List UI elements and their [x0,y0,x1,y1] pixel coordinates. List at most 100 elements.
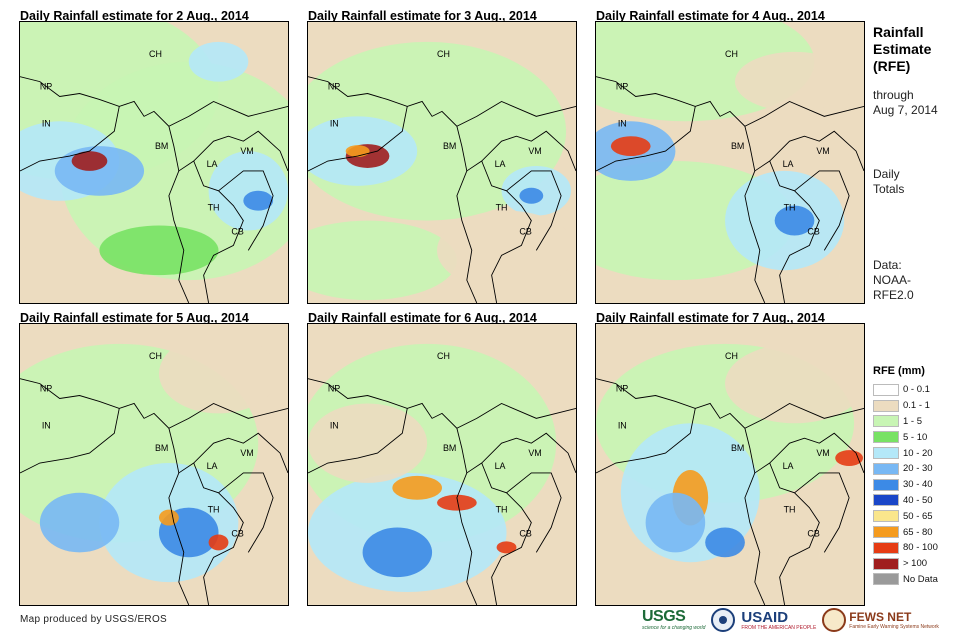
legend-label: 65 - 80 [903,526,933,538]
legend-item: 1 - 5 [873,414,938,430]
country-label-cb: CB [519,226,531,236]
legend-label: 1 - 5 [903,415,923,427]
rainfall-area [437,494,477,511]
fews-logo-text: FEWS NET [849,609,912,624]
legend-swatch [873,510,899,523]
rainfall-area [392,475,442,500]
rainfall-area [243,190,274,211]
rainfall-area [496,541,517,554]
country-label-th: TH [784,203,796,213]
legend-label: 80 - 100 [903,542,938,554]
country-border [178,130,288,172]
rainfall-area [158,509,179,526]
rainfall-area [208,151,288,231]
country-border [596,76,766,303]
panel-title-5: Daily Rainfall estimate for 6 Aug., 2014 [308,311,537,325]
legend-item: 50 - 65 [873,508,938,524]
legend-item: 20 - 30 [873,461,938,477]
country-label-la: LA [495,159,506,169]
legend-label: No Data [903,573,938,585]
country-label-bm: BM [443,141,456,151]
rainfall-area [437,210,576,291]
rainfall-area [308,220,457,300]
country-label-in: IN [330,118,339,128]
sidebar-title-line: Estimate [873,41,932,57]
sidebar-text-line: Totals [873,182,905,196]
country-label-bm: BM [155,141,168,151]
country-border [744,100,864,127]
country-label-vm: VM [816,146,829,156]
legend-swatch [873,399,899,412]
rainfall-map-panel: CH NP IN BM LA VM TH CB [19,21,289,304]
rainfall-area [188,41,249,82]
rainfall-map: CH NP IN BM LA VM TH CB [20,324,288,605]
sidebar-text-line: Data: [873,258,902,272]
country-border [308,408,408,474]
legend-title: RFE (mm) [873,365,925,377]
country-border [193,462,244,605]
rainfall-area [71,151,108,171]
country-label-la: LA [783,159,794,169]
country-label-th: TH [496,505,508,515]
rainfall-map: CH NP IN BM LA VM TH CB [308,324,576,605]
country-label-np: NP [616,82,628,92]
country-label-bm: BM [731,443,744,453]
sidebar-text-line: Daily [873,167,900,181]
legend-item: 0.1 - 1 [873,398,938,414]
legend-label: 20 - 30 [903,463,933,475]
legend-swatch [873,541,899,554]
rainfall-map-panel: CH NP IN BM LA VM TH CB [307,323,577,606]
rainfall-area [725,343,864,424]
rainfall-area [610,136,651,157]
country-label-cb: CB [231,528,243,538]
country-border [218,170,274,251]
legend-item: 30 - 40 [873,477,938,493]
country-border [466,432,576,474]
legend-label: 30 - 40 [903,479,933,491]
country-label-in: IN [42,420,51,430]
country-border [456,100,576,127]
panel-title-3: Daily Rainfall estimate for 4 Aug., 2014 [596,9,825,23]
legend-swatch [873,526,899,539]
rainfall-area [835,450,864,466]
usaid-logo: USAID FROM THE AMERICAN PEOPLE [741,610,816,631]
country-border [218,472,274,553]
usgs-tagline: science for a changing world [642,625,706,631]
rainfall-map: CH NP IN BM LA VM TH CB [596,22,864,303]
country-label-th: TH [496,203,508,213]
country-border [168,402,288,429]
rainfall-area [734,51,855,112]
country-label-np: NP [328,384,340,394]
map-credit: Map produced by USGS/EROS [20,614,168,625]
usaid-logo-text: USAID [741,608,789,626]
country-label-la: LA [207,461,218,471]
fews-seal-icon [822,608,847,632]
country-label-ch: CH [437,351,450,361]
panel-title-2: Daily Rainfall estimate for 3 Aug., 2014 [308,9,537,23]
country-label-ch: CH [725,49,738,59]
legend-label: 0.1 - 1 [903,400,930,412]
rainfall-map-panel: CH NP IN BM LA VM TH CB [19,323,289,606]
legend-label: 40 - 50 [903,494,933,506]
country-label-vm: VM [240,146,253,156]
country-border [794,472,850,553]
legend-label: 50 - 65 [903,510,933,522]
country-border [506,170,562,251]
usaid-seal-icon [711,608,736,632]
country-label-th: TH [208,203,220,213]
country-label-bm: BM [155,443,168,453]
country-border [456,402,576,429]
country-label-in: IN [42,118,51,128]
country-label-vm: VM [528,448,541,458]
country-label-vm: VM [240,448,253,458]
country-border [754,432,864,474]
country-label-np: NP [328,82,340,92]
country-label-bm: BM [443,443,456,453]
legend-swatch [873,415,899,428]
sidebar-text-line: through [873,88,914,102]
country-border [20,106,120,172]
rainfall-area [345,145,370,158]
country-label-cb: CB [807,226,819,236]
sidebar-text-line: RFE2.0 [873,288,914,302]
country-border [20,378,190,605]
